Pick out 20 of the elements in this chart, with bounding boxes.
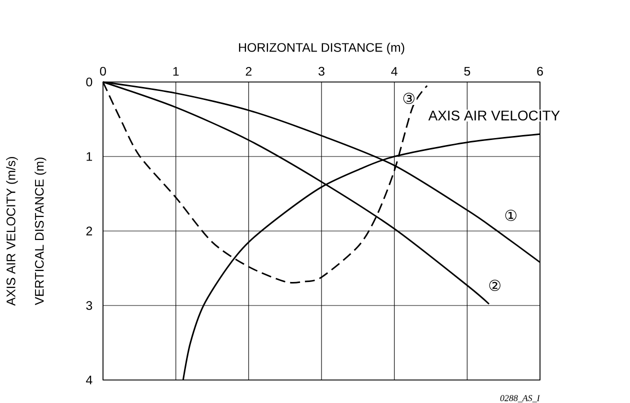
x-tick-label: 3 [318, 66, 324, 76]
x-tick-label: 1 [173, 67, 179, 76]
x-tick-label: 4 [391, 67, 398, 76]
y-axis-title: VERTICAL DISTANCE (m) [34, 158, 46, 306]
y-tick-label: 4 [86, 376, 92, 384]
x-tick-label: 0 [100, 66, 106, 76]
x-tick-label: 6 [537, 66, 543, 76]
text: 0288_AS_I [500, 395, 540, 402]
y-tick-label: 0 [86, 78, 92, 86]
y-tick-label: 1 [86, 152, 92, 161]
series-label: ① [505, 210, 516, 221]
series-label: ③ [403, 92, 414, 104]
x-tick-label: 5 [464, 66, 470, 76]
series-label: ② [489, 280, 500, 291]
y-tick-label: 2 [86, 226, 92, 236]
y-tick-label: 3 [86, 301, 92, 310]
x-tick-label: 2 [246, 66, 252, 76]
x-axis-title: HORIZONTAL DISTANCE (m) [239, 42, 404, 54]
series-label: AXIS AIR VELOCITY [428, 110, 560, 120]
text: AXIS AIR VELOCITY (m/s) [6, 157, 18, 306]
